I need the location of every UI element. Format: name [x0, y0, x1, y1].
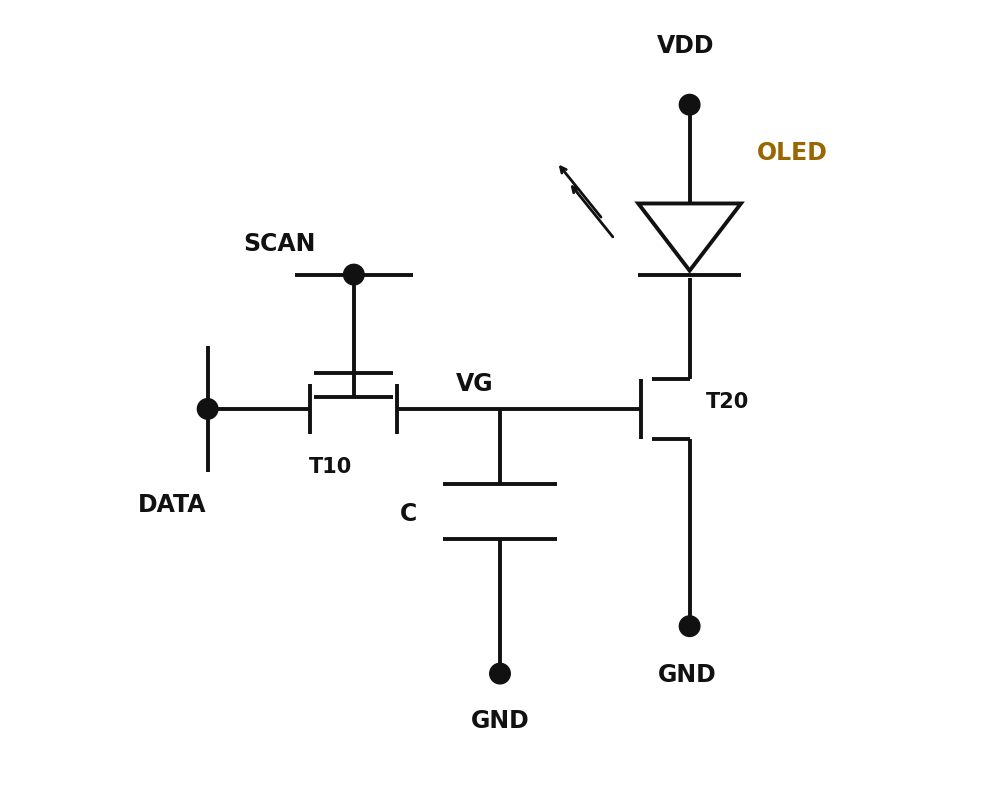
Text: T10: T10	[309, 457, 352, 477]
Text: SCAN: SCAN	[243, 231, 316, 255]
Text: T20: T20	[705, 392, 749, 411]
Circle shape	[197, 399, 218, 420]
Text: VG: VG	[456, 371, 494, 395]
Text: VDD: VDD	[657, 35, 714, 59]
Circle shape	[679, 616, 700, 637]
Text: GND: GND	[471, 707, 529, 732]
Text: C: C	[400, 502, 417, 525]
Text: OLED: OLED	[757, 141, 828, 165]
Text: DATA: DATA	[138, 492, 206, 516]
Circle shape	[679, 96, 700, 116]
Circle shape	[490, 663, 510, 684]
Text: GND: GND	[658, 662, 717, 686]
Circle shape	[344, 265, 364, 286]
